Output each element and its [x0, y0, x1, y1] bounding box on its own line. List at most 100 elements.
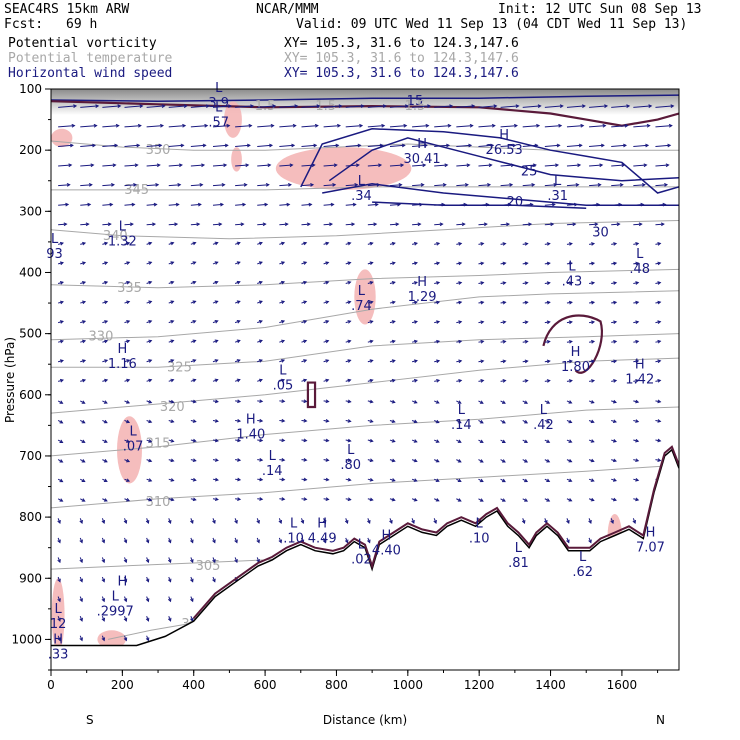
wind-vector-head: [568, 478, 573, 482]
theta-label-350: 350: [146, 143, 171, 158]
wind-vector-head: [103, 439, 108, 443]
low-marker: L: [358, 174, 366, 189]
theta-label-320: 320: [160, 400, 185, 415]
wind-vector: [168, 105, 187, 108]
wind-vector: [323, 125, 340, 128]
y-tick-label: 500: [19, 327, 42, 341]
low-value: .05: [273, 378, 294, 393]
wind-vector-head: [167, 539, 172, 544]
wind-vector-head: [109, 202, 114, 207]
wind-vector-head: [59, 281, 64, 285]
wind-vector-head: [95, 104, 100, 108]
wind-vector-head: [347, 477, 352, 482]
wind-vector-head: [104, 241, 109, 246]
wind-vector-head: [224, 143, 229, 148]
wind-vector-head: [170, 261, 175, 265]
wind-vector: [257, 125, 274, 128]
wind-vector-head: [657, 399, 662, 404]
wind-vector-head: [502, 300, 507, 305]
wind-vector: [456, 144, 472, 147]
wind-vector: [212, 105, 231, 108]
wind-vector-head: [59, 420, 64, 424]
wind-vector: [301, 144, 317, 147]
wind-vector-head: [250, 104, 255, 108]
wind-vector: [456, 184, 468, 187]
wind-vector: [301, 203, 312, 206]
wind-vector-head: [325, 497, 330, 501]
wind-vector-head: [435, 419, 440, 424]
wind-vector: [566, 184, 579, 187]
wind-vector: [412, 125, 429, 128]
wind-vector-head: [553, 183, 558, 187]
wind-vector-head: [234, 519, 238, 524]
wind-vector-head: [303, 497, 308, 501]
low-value: .14: [262, 464, 283, 479]
wind-vector-head: [278, 519, 283, 524]
wind-vector-head: [461, 222, 466, 227]
wind-vector: [589, 184, 601, 187]
wind-vector-head: [201, 163, 206, 168]
wind-vector-head: [57, 598, 61, 603]
wind-vector-head: [57, 559, 61, 564]
theta-label-325: 325: [167, 360, 192, 375]
wind-vector-head: [391, 320, 396, 324]
wind-vector-head: [588, 539, 592, 544]
wind-vector: [323, 105, 342, 108]
wind-vector: [279, 223, 288, 226]
wind-vector-head: [524, 242, 529, 246]
wind-vector-head: [137, 123, 142, 128]
low-value: .07: [123, 440, 144, 455]
wind-vector-head: [126, 439, 131, 443]
wind-vector: [389, 125, 407, 128]
wind-vector-head: [145, 637, 150, 642]
wind-vector-head: [81, 420, 86, 424]
wind-vector: [102, 164, 116, 167]
wind-vector-head: [357, 143, 362, 148]
wind-vector-head: [446, 143, 451, 148]
wind-vector-head: [401, 143, 406, 148]
wind-vector-head: [214, 339, 219, 344]
wind-vector-head: [289, 163, 294, 168]
wind-vector-head: [218, 222, 223, 227]
wind-vector-head: [170, 339, 175, 344]
y-axis-label: Pressure (hPa): [3, 337, 17, 423]
wind-vector: [478, 105, 497, 108]
wind-vector-head: [524, 339, 529, 344]
wind-vector-head: [502, 242, 507, 246]
wind-vector-head: [670, 104, 675, 108]
wind-vector-head: [303, 300, 308, 305]
wind-vector-head: [613, 379, 618, 383]
wind-vector-head: [612, 419, 617, 424]
wind-vector-head: [313, 143, 318, 148]
wind-vector: [124, 223, 133, 226]
wind-vector-head: [501, 498, 506, 502]
wind-vector: [434, 184, 446, 187]
wind-vector-head: [258, 280, 263, 285]
wind-vector-head: [413, 241, 418, 246]
pv-contour-small: [306, 381, 317, 409]
high-value: 26.53: [486, 143, 523, 158]
wind-vector: [655, 164, 669, 167]
wind-vector-head: [281, 438, 286, 443]
wind-vector-head: [436, 261, 441, 266]
wind-vector: [257, 223, 266, 226]
low-marker: L: [215, 81, 223, 96]
wind-vector: [456, 164, 470, 167]
wind-vector-head: [413, 497, 418, 502]
wind-vector: [257, 184, 269, 187]
wind-vector-head: [436, 281, 441, 285]
wind-vector: [102, 223, 111, 226]
wind-vector: [168, 164, 182, 167]
wind-vector-head: [81, 400, 86, 404]
wind-vector-head: [170, 319, 175, 324]
wind-vector-head: [126, 280, 131, 285]
wind-vector: [522, 184, 535, 187]
wind-vector: [611, 144, 626, 147]
wind-vector-head: [87, 202, 92, 207]
wind-vector-head: [501, 439, 506, 443]
high-value: 30.41: [403, 152, 440, 167]
wind-vector-head: [468, 143, 473, 148]
wind-vector-head: [613, 339, 618, 344]
wind-vector-head: [515, 104, 520, 108]
low-marker: L: [112, 590, 120, 605]
